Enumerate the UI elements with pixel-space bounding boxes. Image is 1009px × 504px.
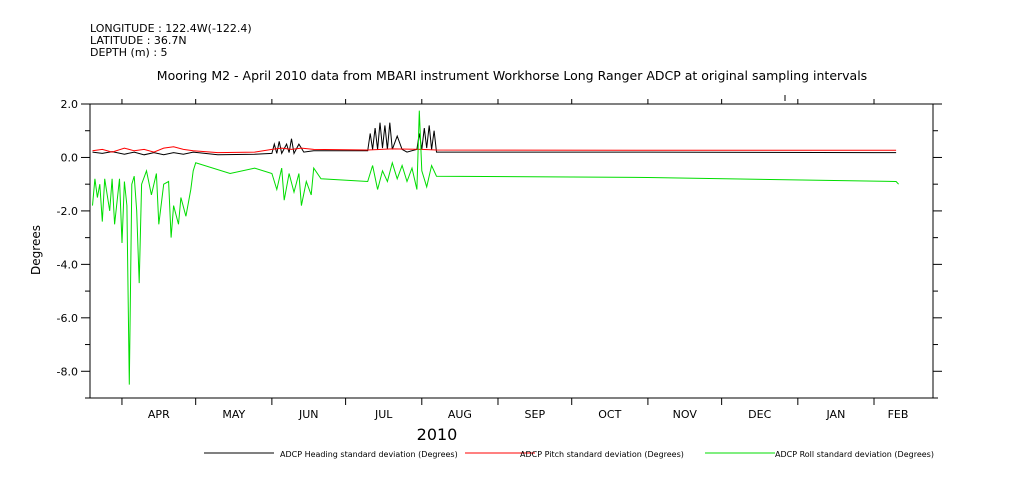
x-tick-label: JAN bbox=[826, 408, 846, 421]
x-tick-label: SEP bbox=[525, 408, 546, 421]
x-tick-label: JUN bbox=[298, 408, 319, 421]
x-tick-label: MAY bbox=[222, 408, 245, 421]
depth-label: DEPTH (m) : 5 bbox=[90, 46, 168, 59]
y-tick-label: 2.0 bbox=[61, 98, 79, 111]
y-tick-label: 0.0 bbox=[61, 151, 79, 164]
latitude-label: LATITUDE : 36.7N bbox=[90, 34, 187, 47]
x-tick-label: APR bbox=[148, 408, 170, 421]
y-tick-label: -6.0 bbox=[57, 312, 78, 325]
x-tick-label: AUG bbox=[448, 408, 472, 421]
x-tick-label: FEB bbox=[888, 408, 909, 421]
legend-label-1: ADCP Heading standard deviation (Degrees… bbox=[280, 450, 458, 459]
x-tick-label: JUL bbox=[374, 408, 393, 421]
longitude-label: LONGITUDE : 122.4W(-122.4) bbox=[90, 22, 252, 35]
x-tick-label: DEC bbox=[748, 408, 771, 421]
series-line-2 bbox=[92, 146, 897, 154]
legend-label-2: ADCP Pitch standard deviation (Degrees) bbox=[520, 450, 684, 459]
x-tick-label: NOV bbox=[673, 408, 698, 421]
plot-frame bbox=[89, 103, 934, 399]
y-axis-label: Degrees bbox=[29, 225, 43, 275]
chart-title: Mooring M2 - April 2010 data from MBARI … bbox=[157, 68, 867, 83]
x-tick-label: OCT bbox=[598, 408, 621, 421]
y-tick-label: -8.0 bbox=[57, 365, 78, 378]
x-axis-label: 2010 bbox=[417, 425, 458, 444]
series-line-3 bbox=[92, 110, 899, 385]
y-tick-label: -2.0 bbox=[57, 205, 78, 218]
y-tick-label: -4.0 bbox=[57, 258, 78, 271]
series-line-1 bbox=[92, 122, 897, 156]
legend-label-3: ADCP Roll standard deviation (Degrees) bbox=[775, 450, 934, 459]
